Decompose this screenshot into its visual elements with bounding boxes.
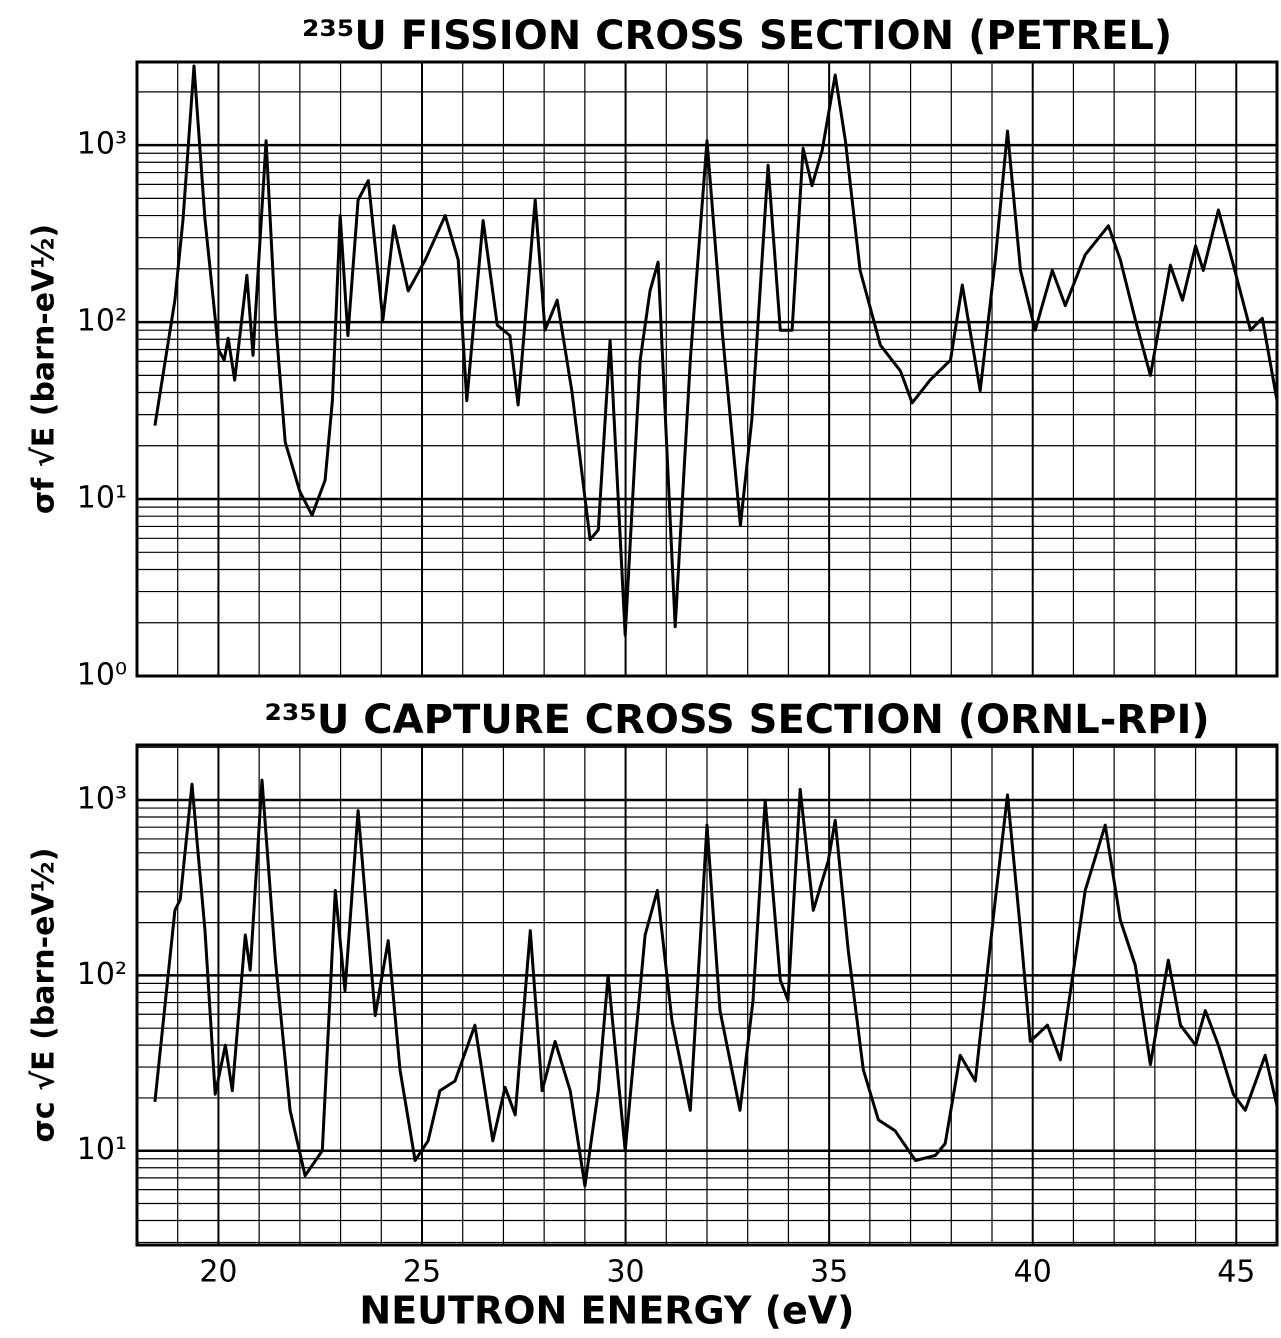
x-tick-label: 20 [199,1255,237,1290]
chart-title: ²³⁵U CAPTURE CROSS SECTION (ORNL-RPI) [264,697,1209,743]
y-axis-label: σc √E (barn-eV½) [27,848,62,1143]
data-line [153,778,1279,1188]
y-tick-label: 10³ [77,782,127,817]
y-tick-label: 10³ [77,127,127,162]
y-tick-label: 10¹ [77,1132,127,1167]
x-tick-label: 45 [1217,1255,1255,1290]
x-tick-label: 25 [403,1255,441,1290]
y-tick-label: 10⁰ [77,658,127,693]
x-tick-label: 40 [1014,1255,1052,1290]
data-line [153,64,1279,637]
x-tick-label: 30 [606,1255,644,1290]
y-tick-label: 10² [77,957,127,992]
x-tick-label: 35 [810,1255,848,1290]
y-tick-label: 10¹ [77,481,127,516]
x-axis-label: NEUTRON ENERGY (eV) [359,1289,854,1333]
chart-title: ²³⁵U FISSION CROSS SECTION (PETREL) [302,13,1172,59]
y-axis-label: σf √E (barn-eV½) [27,224,62,514]
y-tick-label: 10² [77,304,127,339]
